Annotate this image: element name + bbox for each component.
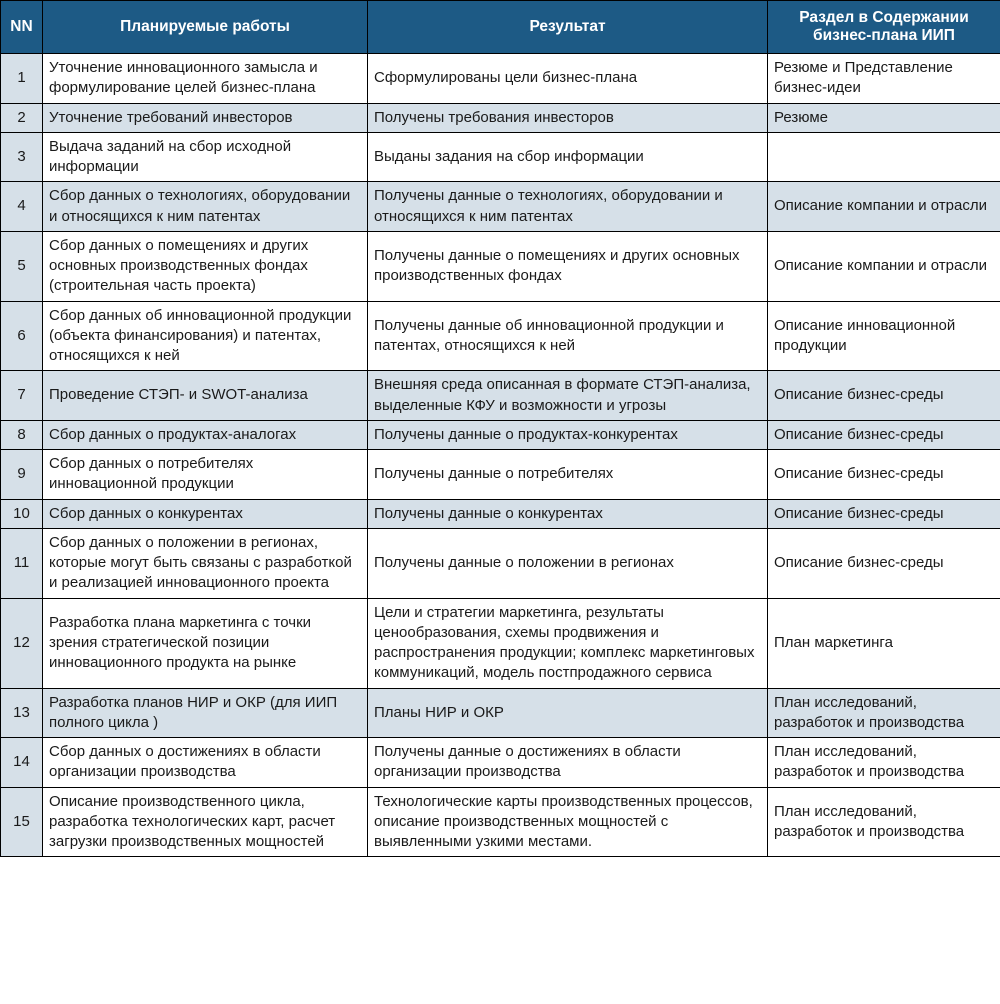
cell-section: План исследований, разработок и производ… xyxy=(768,688,1000,738)
cell-work: Выдача заданий на сбор исходной информац… xyxy=(43,132,368,182)
cell-result: Получены данные о потребителях xyxy=(368,450,768,500)
cell-result: Получены данные о продуктах-конкурентах xyxy=(368,420,768,449)
cell-result: Получены данные об инновационной продукц… xyxy=(368,301,768,371)
table-row: 4Сбор данных о технологиях, оборудовании… xyxy=(1,182,1000,232)
cell-nn: 13 xyxy=(1,688,43,738)
cell-section: Описание инновационной продукции xyxy=(768,301,1000,371)
cell-nn: 14 xyxy=(1,738,43,788)
cell-work: Сбор данных об инновационной продукции (… xyxy=(43,301,368,371)
cell-section: Описание бизнес-среды xyxy=(768,371,1000,421)
table-row: 15Описание производственного цикла, разр… xyxy=(1,787,1000,857)
cell-result: Получены данные о технологиях, оборудова… xyxy=(368,182,768,232)
cell-section: Резюме и Представление бизнес-идеи xyxy=(768,54,1000,104)
cell-section: Описание компании и отрасли xyxy=(768,182,1000,232)
cell-result: Сформулированы цели бизнес-плана xyxy=(368,54,768,104)
business-plan-table: NN Планируемые работы Результат Раздел в… xyxy=(0,0,1000,857)
cell-nn: 1 xyxy=(1,54,43,104)
cell-work: Сбор данных о помещениях и других основн… xyxy=(43,231,368,301)
cell-nn: 10 xyxy=(1,499,43,528)
cell-work: Разработка планов НИР и ОКР (для ИИП пол… xyxy=(43,688,368,738)
cell-section: Описание бизнес-среды xyxy=(768,499,1000,528)
header-result: Результат xyxy=(368,1,768,54)
cell-result: Внешняя среда описанная в формате СТЭП-а… xyxy=(368,371,768,421)
table-row: 2Уточнение требований инвесторовПолучены… xyxy=(1,103,1000,132)
cell-work: Уточнение инновационного замысла и форму… xyxy=(43,54,368,104)
table-row: 5Сбор данных о помещениях и других основ… xyxy=(1,231,1000,301)
header-nn: NN xyxy=(1,1,43,54)
cell-section: План исследований, разработок и производ… xyxy=(768,738,1000,788)
cell-section: Описание компании и отрасли xyxy=(768,231,1000,301)
table-row: 14Сбор данных о достижениях в области ор… xyxy=(1,738,1000,788)
cell-nn: 7 xyxy=(1,371,43,421)
table-row: 7Проведение СТЭП- и SWOT-анализаВнешняя … xyxy=(1,371,1000,421)
table-body: 1Уточнение инновационного замысла и форм… xyxy=(1,54,1000,857)
header-work: Планируемые работы xyxy=(43,1,368,54)
cell-result: Цели и стратегии маркетинга, результаты … xyxy=(368,598,768,688)
cell-result: Получены данные о достижениях в области … xyxy=(368,738,768,788)
table-row: 11Сбор данных о положении в регионах, ко… xyxy=(1,528,1000,598)
header-section: Раздел в Содержании бизнес-плана ИИП xyxy=(768,1,1000,54)
cell-work: Сбор данных о технологиях, оборудовании … xyxy=(43,182,368,232)
cell-section: Резюме xyxy=(768,103,1000,132)
table-row: 10Сбор данных о конкурентахПолучены данн… xyxy=(1,499,1000,528)
cell-work: Разработка плана маркетинга с точки зрен… xyxy=(43,598,368,688)
cell-nn: 15 xyxy=(1,787,43,857)
cell-result: Планы НИР и ОКР xyxy=(368,688,768,738)
cell-section: План маркетинга xyxy=(768,598,1000,688)
cell-nn: 3 xyxy=(1,132,43,182)
cell-section: План исследований, разработок и производ… xyxy=(768,787,1000,857)
cell-result: Выданы задания на сбор информации xyxy=(368,132,768,182)
cell-work: Сбор данных о потребителях инновационной… xyxy=(43,450,368,500)
cell-section: Описание бизнес-среды xyxy=(768,528,1000,598)
cell-result: Получены данные о конкурентах xyxy=(368,499,768,528)
cell-work: Уточнение требований инвесторов xyxy=(43,103,368,132)
table-header-row: NN Планируемые работы Результат Раздел в… xyxy=(1,1,1000,54)
table-row: 8Сбор данных о продуктах-аналогахПолучен… xyxy=(1,420,1000,449)
cell-nn: 6 xyxy=(1,301,43,371)
cell-nn: 5 xyxy=(1,231,43,301)
cell-nn: 8 xyxy=(1,420,43,449)
cell-result: Получены данные о положении в регионах xyxy=(368,528,768,598)
cell-nn: 11 xyxy=(1,528,43,598)
cell-section: Описание бизнес-среды xyxy=(768,450,1000,500)
cell-result: Технологические карты производственных п… xyxy=(368,787,768,857)
cell-work: Сбор данных о положении в регионах, кото… xyxy=(43,528,368,598)
cell-nn: 9 xyxy=(1,450,43,500)
cell-work: Сбор данных о достижениях в области орга… xyxy=(43,738,368,788)
table-row: 9Сбор данных о потребителях инновационно… xyxy=(1,450,1000,500)
cell-work: Сбор данных о продуктах-аналогах xyxy=(43,420,368,449)
cell-result: Получены требования инвесторов xyxy=(368,103,768,132)
table-row: 6Сбор данных об инновационной продукции … xyxy=(1,301,1000,371)
cell-work: Проведение СТЭП- и SWOT-анализа xyxy=(43,371,368,421)
cell-section xyxy=(768,132,1000,182)
cell-work: Описание производственного цикла, разраб… xyxy=(43,787,368,857)
table-row: 1Уточнение инновационного замысла и форм… xyxy=(1,54,1000,104)
cell-result: Получены данные о помещениях и других ос… xyxy=(368,231,768,301)
cell-section: Описание бизнес-среды xyxy=(768,420,1000,449)
cell-nn: 12 xyxy=(1,598,43,688)
table-row: 12Разработка плана маркетинга с точки зр… xyxy=(1,598,1000,688)
cell-nn: 4 xyxy=(1,182,43,232)
cell-work: Сбор данных о конкурентах xyxy=(43,499,368,528)
table-row: 13Разработка планов НИР и ОКР (для ИИП п… xyxy=(1,688,1000,738)
cell-nn: 2 xyxy=(1,103,43,132)
table-row: 3Выдача заданий на сбор исходной информа… xyxy=(1,132,1000,182)
